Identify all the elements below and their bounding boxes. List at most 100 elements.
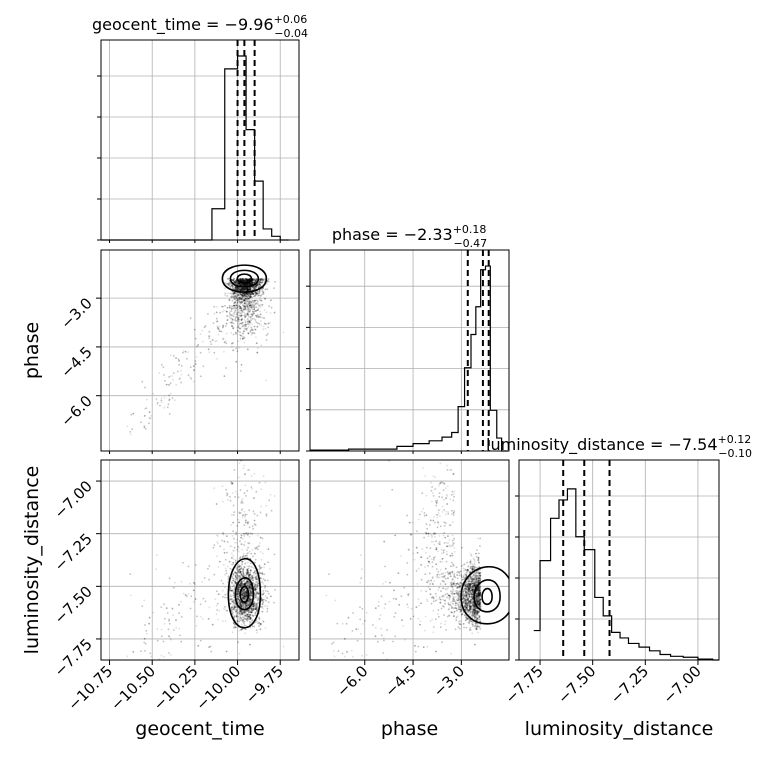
sample-point bbox=[243, 280, 246, 283]
sample-point bbox=[249, 296, 251, 298]
sample-point bbox=[251, 296, 254, 299]
sample-point bbox=[235, 295, 238, 297]
sample-point bbox=[235, 312, 238, 315]
sample-point bbox=[224, 287, 227, 290]
sample-point bbox=[240, 319, 243, 321]
sample-point bbox=[207, 348, 210, 351]
sample-point bbox=[224, 304, 226, 307]
sample-point bbox=[175, 383, 178, 386]
sample-points bbox=[126, 264, 285, 436]
sample-point bbox=[259, 279, 262, 282]
sample-point bbox=[232, 292, 235, 295]
sample-point bbox=[238, 297, 241, 299]
sample-point bbox=[129, 594, 132, 597]
sample-point bbox=[255, 293, 258, 296]
sample-point bbox=[255, 306, 258, 309]
sample-point bbox=[261, 281, 264, 284]
sample-point bbox=[240, 314, 243, 317]
sample-point bbox=[255, 285, 257, 287]
sample-point bbox=[234, 301, 236, 304]
sample-point bbox=[252, 281, 255, 283]
sample-point bbox=[255, 278, 258, 281]
sample-point bbox=[255, 342, 258, 345]
sample-point bbox=[178, 627, 181, 630]
sample-point bbox=[250, 306, 253, 309]
sample-point bbox=[231, 342, 233, 345]
sample-point bbox=[247, 332, 250, 334]
sample-point bbox=[244, 325, 247, 327]
sample-point bbox=[196, 345, 198, 348]
sample-point bbox=[241, 279, 244, 282]
sample-point bbox=[190, 377, 193, 380]
sample-point bbox=[240, 294, 243, 296]
sample-point bbox=[164, 380, 166, 382]
sample-point bbox=[244, 325, 247, 327]
sample-point bbox=[239, 307, 241, 310]
sample-point bbox=[232, 286, 235, 288]
sample-point bbox=[247, 278, 250, 281]
sample-point bbox=[197, 344, 200, 346]
sample-point bbox=[240, 294, 243, 296]
sample-point bbox=[241, 279, 244, 281]
sample-point bbox=[267, 322, 270, 325]
sample-point bbox=[247, 295, 250, 298]
sample-point bbox=[244, 278, 247, 280]
sample-point bbox=[244, 292, 247, 295]
sample-point bbox=[160, 399, 163, 402]
sample-point bbox=[176, 370, 179, 373]
sample-point bbox=[260, 294, 262, 297]
sample-point bbox=[256, 314, 259, 316]
sample-point bbox=[251, 283, 254, 285]
sample-point bbox=[247, 283, 249, 285]
sample-point bbox=[247, 320, 249, 323]
sample-point bbox=[255, 280, 257, 283]
sample-point bbox=[240, 312, 242, 315]
sample-point bbox=[148, 422, 150, 425]
sample-point bbox=[253, 306, 256, 309]
sample-point bbox=[251, 292, 254, 295]
sample-point bbox=[249, 292, 252, 295]
sample-point bbox=[229, 292, 232, 295]
sample-point bbox=[242, 284, 245, 287]
sample-point bbox=[248, 550, 251, 553]
sample-point bbox=[243, 464, 246, 467]
sample-point bbox=[254, 291, 257, 294]
sample-point bbox=[247, 293, 249, 295]
sample-point bbox=[246, 348, 249, 351]
sample-point bbox=[242, 283, 245, 286]
sample-point bbox=[253, 305, 256, 308]
sample-point bbox=[250, 319, 253, 322]
sample-point bbox=[259, 283, 261, 286]
sample-point bbox=[236, 298, 239, 301]
sample-point bbox=[253, 285, 256, 288]
sample-point bbox=[238, 298, 241, 301]
sample-point bbox=[247, 289, 249, 292]
sample-point bbox=[241, 289, 244, 292]
sample-point bbox=[243, 279, 246, 282]
sample-point bbox=[246, 312, 249, 315]
sample-point bbox=[242, 279, 244, 282]
sample-point bbox=[260, 505, 263, 508]
sample-point bbox=[247, 287, 249, 290]
sample-point bbox=[249, 331, 252, 334]
sample-point bbox=[234, 313, 236, 316]
sample-point bbox=[244, 280, 246, 283]
sample-point bbox=[242, 306, 245, 308]
sample-point bbox=[235, 298, 238, 301]
sample-point bbox=[255, 285, 257, 288]
sample-point bbox=[166, 406, 169, 409]
sample-point bbox=[254, 329, 257, 331]
sample-point bbox=[171, 397, 174, 399]
sample-point bbox=[169, 392, 172, 395]
sample-point bbox=[238, 296, 241, 299]
sample-point bbox=[240, 297, 243, 300]
sample-point bbox=[269, 312, 272, 314]
sample-point bbox=[243, 314, 246, 317]
sample-point bbox=[245, 289, 248, 292]
sample-point bbox=[186, 357, 188, 360]
sample-point bbox=[242, 288, 245, 290]
sample-point bbox=[231, 279, 234, 281]
sample-point bbox=[243, 318, 246, 321]
sample-point bbox=[259, 278, 261, 281]
sample-point bbox=[241, 280, 244, 283]
